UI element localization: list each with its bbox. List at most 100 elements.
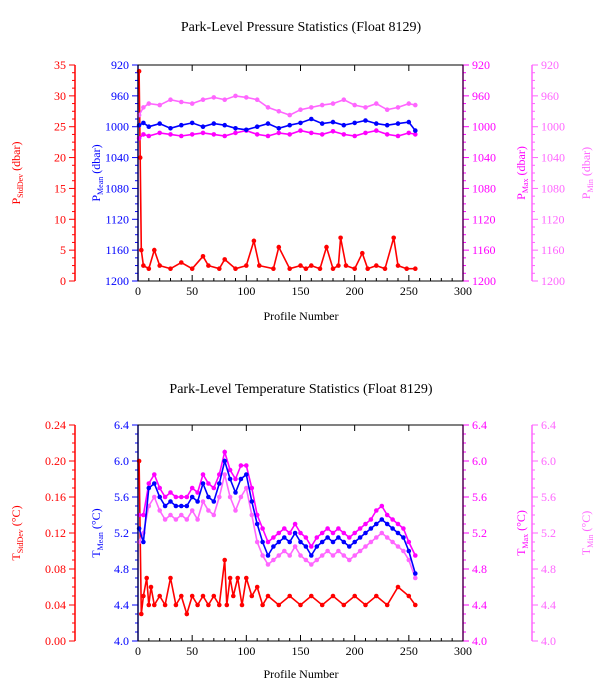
temperature-stddev-point	[217, 602, 222, 608]
temperature-min-point	[152, 494, 157, 500]
pressure-mean-tick-label: 1080	[105, 181, 129, 195]
pressure-stddev-point	[206, 263, 211, 268]
temperature-mean-point	[271, 544, 276, 549]
pressure-stddev-point	[343, 263, 349, 268]
temperature-max-point	[233, 476, 238, 482]
pressure-min-point	[330, 101, 336, 106]
temperature-max-point	[401, 526, 406, 531]
temperature-mean-point	[238, 476, 244, 482]
temperature-stddev-point	[406, 593, 412, 599]
temperature-stddev-point	[189, 593, 195, 599]
pressure-stddev-point	[233, 266, 238, 272]
temperature-max-point	[330, 530, 336, 536]
pressure-min-series-line	[138, 95, 416, 116]
temperature-max-point	[368, 517, 374, 522]
temperature-x-axis-label: Profile Number	[264, 667, 339, 681]
temperature-mean-tick-label: 4.8	[114, 562, 129, 576]
pressure-stddev-point	[271, 266, 276, 272]
pressure-mean-point	[298, 120, 303, 126]
temperature-max-point	[195, 490, 200, 495]
pressure-min-point	[406, 101, 412, 106]
pressure-min-point	[254, 97, 260, 102]
pressure-mean-tick-label: 1160	[105, 243, 129, 257]
temperature-x-tick-label: 50	[186, 644, 198, 658]
pressure-plot-frame	[137, 64, 464, 282]
temperature-min-point	[233, 508, 238, 513]
pressure-mean-point	[211, 121, 217, 126]
pressure-min-axis-label: PMin (dbar)	[579, 147, 595, 199]
pressure-min-point	[168, 97, 173, 102]
temperature-min-point	[336, 548, 341, 554]
pressure-max-point	[384, 132, 390, 137]
temperature-mean-point	[336, 535, 341, 540]
pressure-mean-tick-label: 920	[111, 58, 129, 72]
pressure-max-point	[211, 132, 217, 137]
temperature-max-tick-label: 4.0	[472, 634, 487, 648]
pressure-min-point	[395, 105, 401, 110]
pressure-min-point	[233, 93, 238, 99]
temperature-max-point	[347, 535, 352, 540]
pressure-mean-tick-label: 1040	[105, 151, 129, 165]
pressure-mean-point	[319, 121, 325, 126]
pressure-mean-point	[146, 124, 152, 129]
temperature-mean-point	[314, 544, 320, 549]
pressure-min-tick-label: 960	[541, 89, 559, 103]
temperature-max-point	[325, 526, 330, 531]
pressure-min-point	[374, 101, 379, 106]
pressure-stddev-point	[168, 266, 173, 272]
temperature-min-point	[303, 557, 309, 563]
pressure-mean-point	[276, 126, 282, 131]
pressure-mean-point	[384, 122, 390, 128]
pressure-min-tick-label: 1000	[541, 120, 565, 134]
temperature-mean-tick-label: 5.2	[114, 526, 129, 540]
temperature-max-point	[162, 494, 168, 500]
temperature-min-tick-label: 6.0	[541, 454, 556, 468]
temperature-mean-point	[195, 499, 200, 504]
temperature-mean-point	[217, 481, 222, 486]
pressure-stddev-point	[152, 247, 157, 253]
temperature-stddev-point	[168, 575, 173, 581]
temperature-min-point	[222, 472, 227, 477]
temperature-max-point	[189, 485, 195, 491]
temperature-max-point	[379, 503, 385, 509]
pressure-mean-point	[309, 116, 314, 122]
temperature-stddev-point	[298, 602, 303, 608]
temperature-min-point	[401, 548, 406, 554]
temperature-mean-point	[276, 539, 282, 545]
pressure-stddev-tick-label: 15	[54, 181, 66, 195]
temperature-mean-point	[249, 499, 255, 504]
pressure-max-tick-label: 1200	[472, 274, 496, 288]
pressure-stddev-point	[391, 235, 397, 241]
pressure-stddev-point	[139, 247, 144, 253]
pressure-mean-series-line	[138, 118, 416, 132]
temperature-min-point	[384, 535, 390, 540]
temperature-min-point	[244, 485, 249, 491]
temperature-max-point	[287, 530, 293, 536]
pressure-max-tick-label: 960	[472, 89, 490, 103]
temperature-stddev-point	[157, 593, 162, 599]
pressure-stddev-point	[309, 263, 314, 268]
temperature-min-point	[287, 553, 293, 558]
temperature-min-point	[413, 575, 418, 581]
pressure-stddev-tick-label: 10	[54, 212, 66, 226]
temperature-min-point	[347, 557, 352, 563]
temperature-stddev-tick-label: 0.12	[45, 526, 66, 540]
temperature-max-point	[374, 508, 379, 513]
temperature-stddev-point	[144, 575, 149, 581]
temperature-max-point	[395, 521, 401, 527]
pressure-stddev-point	[303, 266, 309, 272]
pressure-stddev-point	[251, 238, 257, 244]
temperature-min-point	[254, 539, 260, 545]
temperature-max-point	[363, 521, 368, 527]
pressure-min-point	[244, 95, 249, 100]
temperature-mean-point	[347, 544, 352, 549]
pressure-stddev-point	[336, 263, 341, 268]
temperature-mean-point	[265, 553, 271, 558]
pressure-mean-point	[254, 124, 260, 129]
pressure-max-series-line	[138, 129, 416, 139]
pressure-stddev-point	[146, 266, 152, 272]
temperature-stddev-point	[384, 602, 390, 608]
temperature-max-point	[390, 517, 395, 522]
pressure-x-tick-label: 50	[186, 284, 198, 298]
temperature-stddev-point	[227, 575, 233, 581]
